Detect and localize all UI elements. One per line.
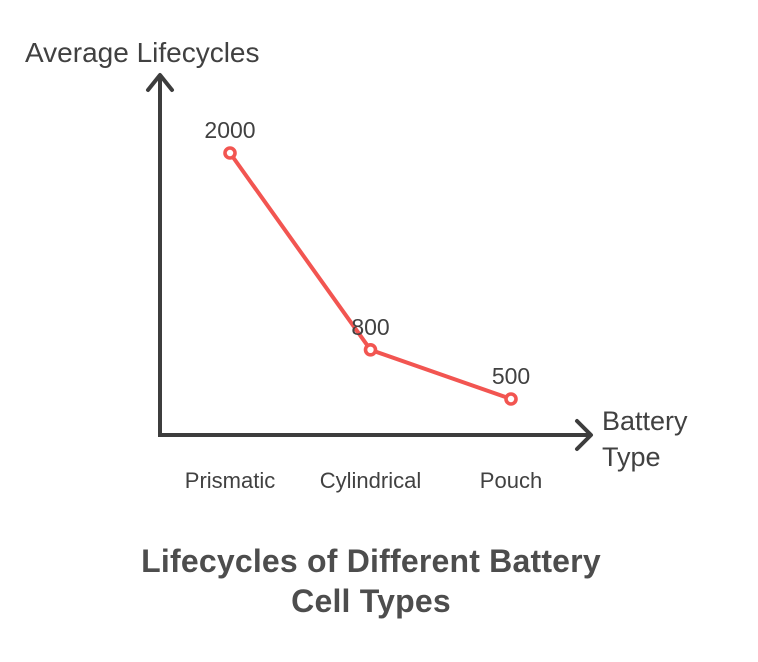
data-label: 500 <box>492 363 530 389</box>
chart-title-line1: Lifecycles of Different Battery <box>141 543 601 579</box>
x-tick-label: Prismatic <box>185 468 275 493</box>
x-tick-label: Pouch <box>480 468 542 493</box>
data-point-cylindrical <box>363 342 378 357</box>
data-label: 800 <box>351 314 389 340</box>
x-axis-title-line2: Type <box>602 442 661 472</box>
x-axis-arrowhead-icon <box>575 419 593 451</box>
y-axis-title: Average Lifecycles <box>25 37 260 68</box>
data-point-pouch <box>504 392 518 406</box>
chart-title: Lifecycles of Different Battery Cell Typ… <box>0 541 742 621</box>
chart-title-line2: Cell Types <box>291 583 451 619</box>
data-point-prismatic <box>223 146 237 160</box>
y-axis-arrowhead-icon <box>146 73 174 92</box>
x-axis-title-line1: Battery <box>602 406 688 436</box>
series-line <box>228 151 513 401</box>
data-label: 2000 <box>204 117 255 143</box>
x-tick-label: Cylindrical <box>320 468 421 493</box>
chart-canvas: 2000 Prismatic 800 Cylindrical 500 Pouch Avera… <box>25 37 688 493</box>
